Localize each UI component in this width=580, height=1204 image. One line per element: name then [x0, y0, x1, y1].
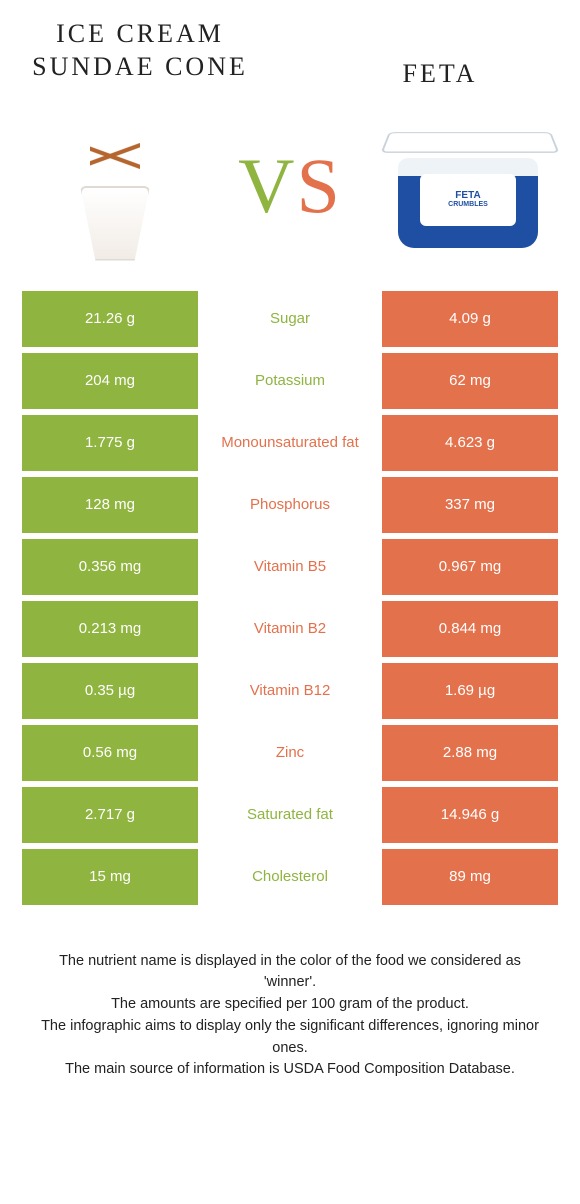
right-value: 89 mg	[382, 849, 558, 905]
nutrient-row: 0.356 mgVitamin B50.967 mg	[22, 539, 558, 595]
left-value: 15 mg	[22, 849, 198, 905]
hero-row: VS FETA CRUMBLES	[0, 91, 580, 291]
nutrient-label: Phosphorus	[198, 477, 382, 533]
right-value: 1.69 µg	[382, 663, 558, 719]
nutrient-label: Vitamin B5	[198, 539, 382, 595]
footnotes: The nutrient name is displayed in the co…	[0, 911, 580, 1082]
left-value: 0.56 mg	[22, 725, 198, 781]
nutrient-label: Monounsaturated fat	[198, 415, 382, 471]
left-food-title: ICE CREAM SUNDAE CONE	[30, 18, 250, 83]
nutrient-row: 15 mgCholesterol89 mg	[22, 849, 558, 905]
left-value: 0.35 µg	[22, 663, 198, 719]
left-value: 21.26 g	[22, 291, 198, 347]
nutrient-label: Vitamin B12	[198, 663, 382, 719]
footnote-line: The infographic aims to display only the…	[40, 1016, 540, 1060]
right-product-image: FETA CRUMBLES	[380, 101, 550, 271]
right-value: 0.844 mg	[382, 601, 558, 657]
nutrient-row: 21.26 gSugar4.09 g	[22, 291, 558, 347]
nutrient-label: Vitamin B2	[198, 601, 382, 657]
left-product-image	[30, 101, 200, 271]
left-value: 204 mg	[22, 353, 198, 409]
nutrient-label: Saturated fat	[198, 787, 382, 843]
nutrient-row: 2.717 gSaturated fat14.946 g	[22, 787, 558, 843]
right-value: 62 mg	[382, 353, 558, 409]
feta-package-icon: FETA CRUMBLES	[380, 116, 550, 256]
nutrient-row: 1.775 gMonounsaturated fat4.623 g	[22, 415, 558, 471]
left-value: 2.717 g	[22, 787, 198, 843]
left-value: 0.213 mg	[22, 601, 198, 657]
nutrient-label: Cholesterol	[198, 849, 382, 905]
right-value: 4.623 g	[382, 415, 558, 471]
comparison-table: 21.26 gSugar4.09 g 204 mgPotassium62 mg 1.…	[0, 291, 580, 905]
feta-pack-text2: CRUMBLES	[448, 201, 488, 209]
right-value: 14.946 g	[382, 787, 558, 843]
nutrient-row: 0.56 mgZinc2.88 mg	[22, 725, 558, 781]
left-value: 128 mg	[22, 477, 198, 533]
right-food-title: FETA	[330, 58, 550, 91]
right-value: 337 mg	[382, 477, 558, 533]
nutrient-row: 0.35 µgVitamin B121.69 µg	[22, 663, 558, 719]
nutrient-row: 0.213 mgVitamin B20.844 mg	[22, 601, 558, 657]
left-value: 1.775 g	[22, 415, 198, 471]
nutrient-label: Sugar	[198, 291, 382, 347]
left-value: 0.356 mg	[22, 539, 198, 595]
right-value: 4.09 g	[382, 291, 558, 347]
right-value: 0.967 mg	[382, 539, 558, 595]
nutrient-row: 128 mgPhosphorus337 mg	[22, 477, 558, 533]
nutrient-label: Zinc	[198, 725, 382, 781]
ice-cream-sundae-icon	[70, 111, 160, 261]
footnote-line: The main source of information is USDA F…	[40, 1059, 540, 1081]
nutrient-row: 204 mgPotassium62 mg	[22, 353, 558, 409]
nutrient-label: Potassium	[198, 353, 382, 409]
footnote-line: The amounts are specified per 100 gram o…	[40, 994, 540, 1016]
right-value: 2.88 mg	[382, 725, 558, 781]
header: ICE CREAM SUNDAE CONE FETA	[0, 0, 580, 91]
footnote-line: The nutrient name is displayed in the co…	[40, 951, 540, 995]
feta-pack-text1: FETA	[455, 190, 480, 201]
vs-label: VS	[238, 141, 342, 231]
